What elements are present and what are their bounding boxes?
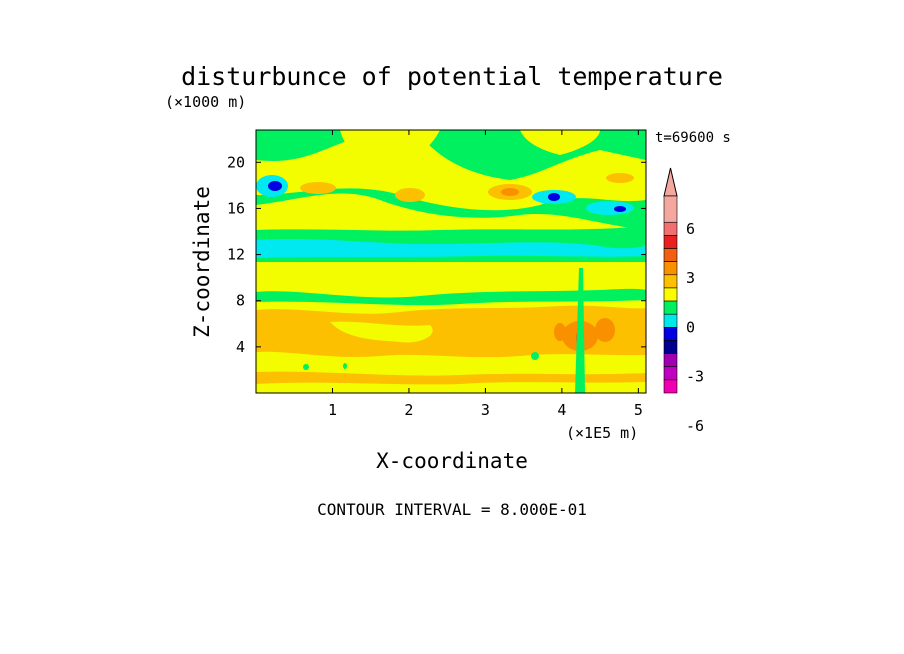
colorbar-band-9 <box>663 327 678 341</box>
field-orange-blob <box>395 188 425 202</box>
colorbar-band-6 <box>663 287 678 302</box>
field-green-dot <box>343 363 347 369</box>
colorbar-extend-arrow <box>663 167 678 197</box>
field-blue-core <box>268 181 282 191</box>
y-axis-title: Z-coordinate <box>190 186 214 338</box>
field-cyan-core <box>586 201 634 215</box>
field-orange-core <box>595 318 615 342</box>
colorbar-label-4: -6 <box>686 417 704 435</box>
colorbar-label-1: 3 <box>686 269 695 287</box>
x-axis-title: X-coordinate <box>376 449 528 473</box>
colorbar-band-13 <box>663 379 678 394</box>
time-label: t=69600 s <box>655 130 731 146</box>
x-unit-label: (×1E5 m) <box>566 424 638 442</box>
field-orange-blob <box>606 173 634 183</box>
colorbar-band-2 <box>663 235 678 249</box>
colorbar-band-4 <box>663 261 678 276</box>
colorbar-band-5 <box>663 274 678 289</box>
colorbar-band-1 <box>663 221 678 236</box>
colorbar-band-12 <box>663 366 678 381</box>
field-blue-core <box>614 206 626 212</box>
plot-frame <box>255 129 647 394</box>
field-blue-core <box>548 193 560 201</box>
colorbar-band-3 <box>663 248 678 262</box>
field-top-yellow-2 <box>520 130 600 155</box>
field-orange-core <box>554 323 566 341</box>
colorbar-band-11 <box>663 353 678 368</box>
colorbar-band-8 <box>663 313 678 328</box>
field-mid-cyan <box>256 238 646 258</box>
y-tick-label-4: 20 <box>227 153 245 171</box>
colorbar-label-2: 0 <box>686 318 695 336</box>
field-lower-orange <box>256 305 646 358</box>
x-axis-ticks: 1 2 3 4 5 <box>328 130 643 419</box>
colorbar-band-10 <box>663 340 678 354</box>
chart-title: disturbunce of potential temperature <box>181 62 723 91</box>
field-orange-blob <box>300 182 336 194</box>
field-lower-yellow-patch <box>330 321 433 343</box>
field-green-dot <box>531 352 539 360</box>
y-tick-label-3: 16 <box>227 199 245 217</box>
y-tick-label-1: 8 <box>236 292 245 310</box>
field-green-dot <box>303 364 309 370</box>
colorbar: 6 3 0 -3 -6 <box>663 167 704 435</box>
colorbar-label-3: -3 <box>686 368 704 386</box>
x-tick-label-2: 3 <box>481 401 490 419</box>
x-tick-label-0: 1 <box>328 401 337 419</box>
field-orange-blob <box>501 188 519 196</box>
y-tick-label-0: 4 <box>236 338 245 356</box>
field-vertical-spike <box>575 268 585 393</box>
contour-field <box>256 130 646 393</box>
field-top-yellow <box>340 130 440 165</box>
colorbar-band-0 <box>663 195 678 223</box>
x-tick-label-1: 2 <box>404 401 413 419</box>
colorbar-label-0: 6 <box>686 220 695 238</box>
x-tick-label-3: 4 <box>557 401 566 419</box>
field-bottom-orange <box>256 371 646 385</box>
colorbar-band-7 <box>663 300 678 315</box>
y-axis-ticks: 4 8 12 16 20 <box>227 153 646 356</box>
y-unit-label: (×1000 m) <box>165 93 246 111</box>
x-tick-label-4: 5 <box>634 401 643 419</box>
contour-interval-label: CONTOUR INTERVAL = 8.000E-01 <box>317 500 587 519</box>
field-lower-green <box>256 288 646 306</box>
y-tick-label-2: 12 <box>227 246 245 264</box>
